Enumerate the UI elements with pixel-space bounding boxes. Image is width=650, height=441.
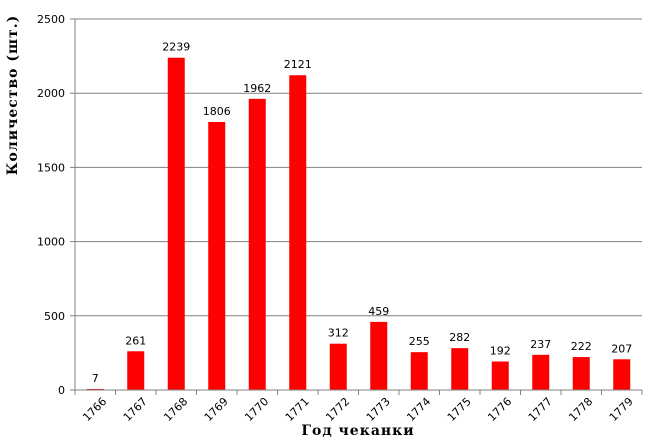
- x-axis-title: Год чеканки: [301, 423, 414, 439]
- y-tick-label: 500: [44, 310, 65, 323]
- bar: [329, 343, 347, 390]
- bar: [613, 359, 631, 390]
- bar: [248, 98, 266, 390]
- x-tick-label: 1766: [80, 395, 109, 424]
- x-tick-label: 1772: [323, 395, 352, 424]
- x-tick-label: 1771: [283, 395, 312, 424]
- grid-lines: [75, 18, 642, 317]
- y-tick-label: 1000: [37, 236, 65, 249]
- x-axis-ticks: 1766 1767 1768 1769 1770 1771 1772 1773 1774 1775…: [74, 390, 643, 424]
- x-tick-label: 1770: [242, 395, 271, 424]
- data-label: 312: [328, 327, 349, 340]
- bar: [370, 321, 388, 390]
- y-tick-label: 2000: [37, 87, 65, 100]
- data-label: 282: [449, 331, 470, 344]
- x-tick-label: 1767: [121, 395, 150, 424]
- data-label: 192: [490, 345, 511, 358]
- data-labels: 7 261 2239 1806 1962 2121 312 459 255 282 192 237 22…: [92, 41, 633, 385]
- bar: [86, 388, 104, 390]
- data-label: 1962: [243, 82, 271, 95]
- data-label: 222: [571, 340, 592, 353]
- bars: [86, 57, 631, 391]
- bar: [167, 57, 185, 391]
- y-tick-label: 1500: [37, 161, 65, 174]
- bar: [410, 352, 428, 390]
- x-tick-label: 1773: [364, 395, 393, 424]
- bar: [532, 354, 550, 390]
- y-axis-title: Количество (шт.): [5, 15, 21, 175]
- data-label: 261: [125, 334, 146, 347]
- data-label: 2121: [284, 58, 312, 71]
- x-tick-label: 1779: [607, 395, 636, 424]
- data-label: 1806: [203, 105, 231, 118]
- y-tick-label: 2500: [37, 13, 65, 26]
- data-label: 2239: [162, 41, 190, 54]
- bar: [491, 361, 509, 390]
- x-tick-label: 1776: [485, 395, 514, 424]
- x-tick-label: 1775: [445, 395, 474, 424]
- data-label: 7: [92, 372, 99, 385]
- y-axis-ticks: 0 500 1000 1500 2000 2500: [37, 13, 75, 397]
- x-tick-label: 1774: [404, 395, 433, 424]
- x-tick-label: 1778: [566, 395, 595, 424]
- data-label: 237: [530, 338, 551, 351]
- data-label: 255: [409, 335, 430, 348]
- data-label: 459: [368, 305, 389, 318]
- y-tick-label: 0: [58, 384, 65, 397]
- x-tick-label: 1768: [161, 395, 190, 424]
- bar: [572, 357, 590, 390]
- data-label: 207: [611, 342, 632, 355]
- x-tick-label: 1769: [202, 395, 231, 424]
- bar: [127, 351, 145, 390]
- x-tick-label: 1777: [526, 395, 555, 424]
- bar: [451, 348, 469, 390]
- bar: [208, 121, 226, 391]
- bar: [289, 75, 307, 391]
